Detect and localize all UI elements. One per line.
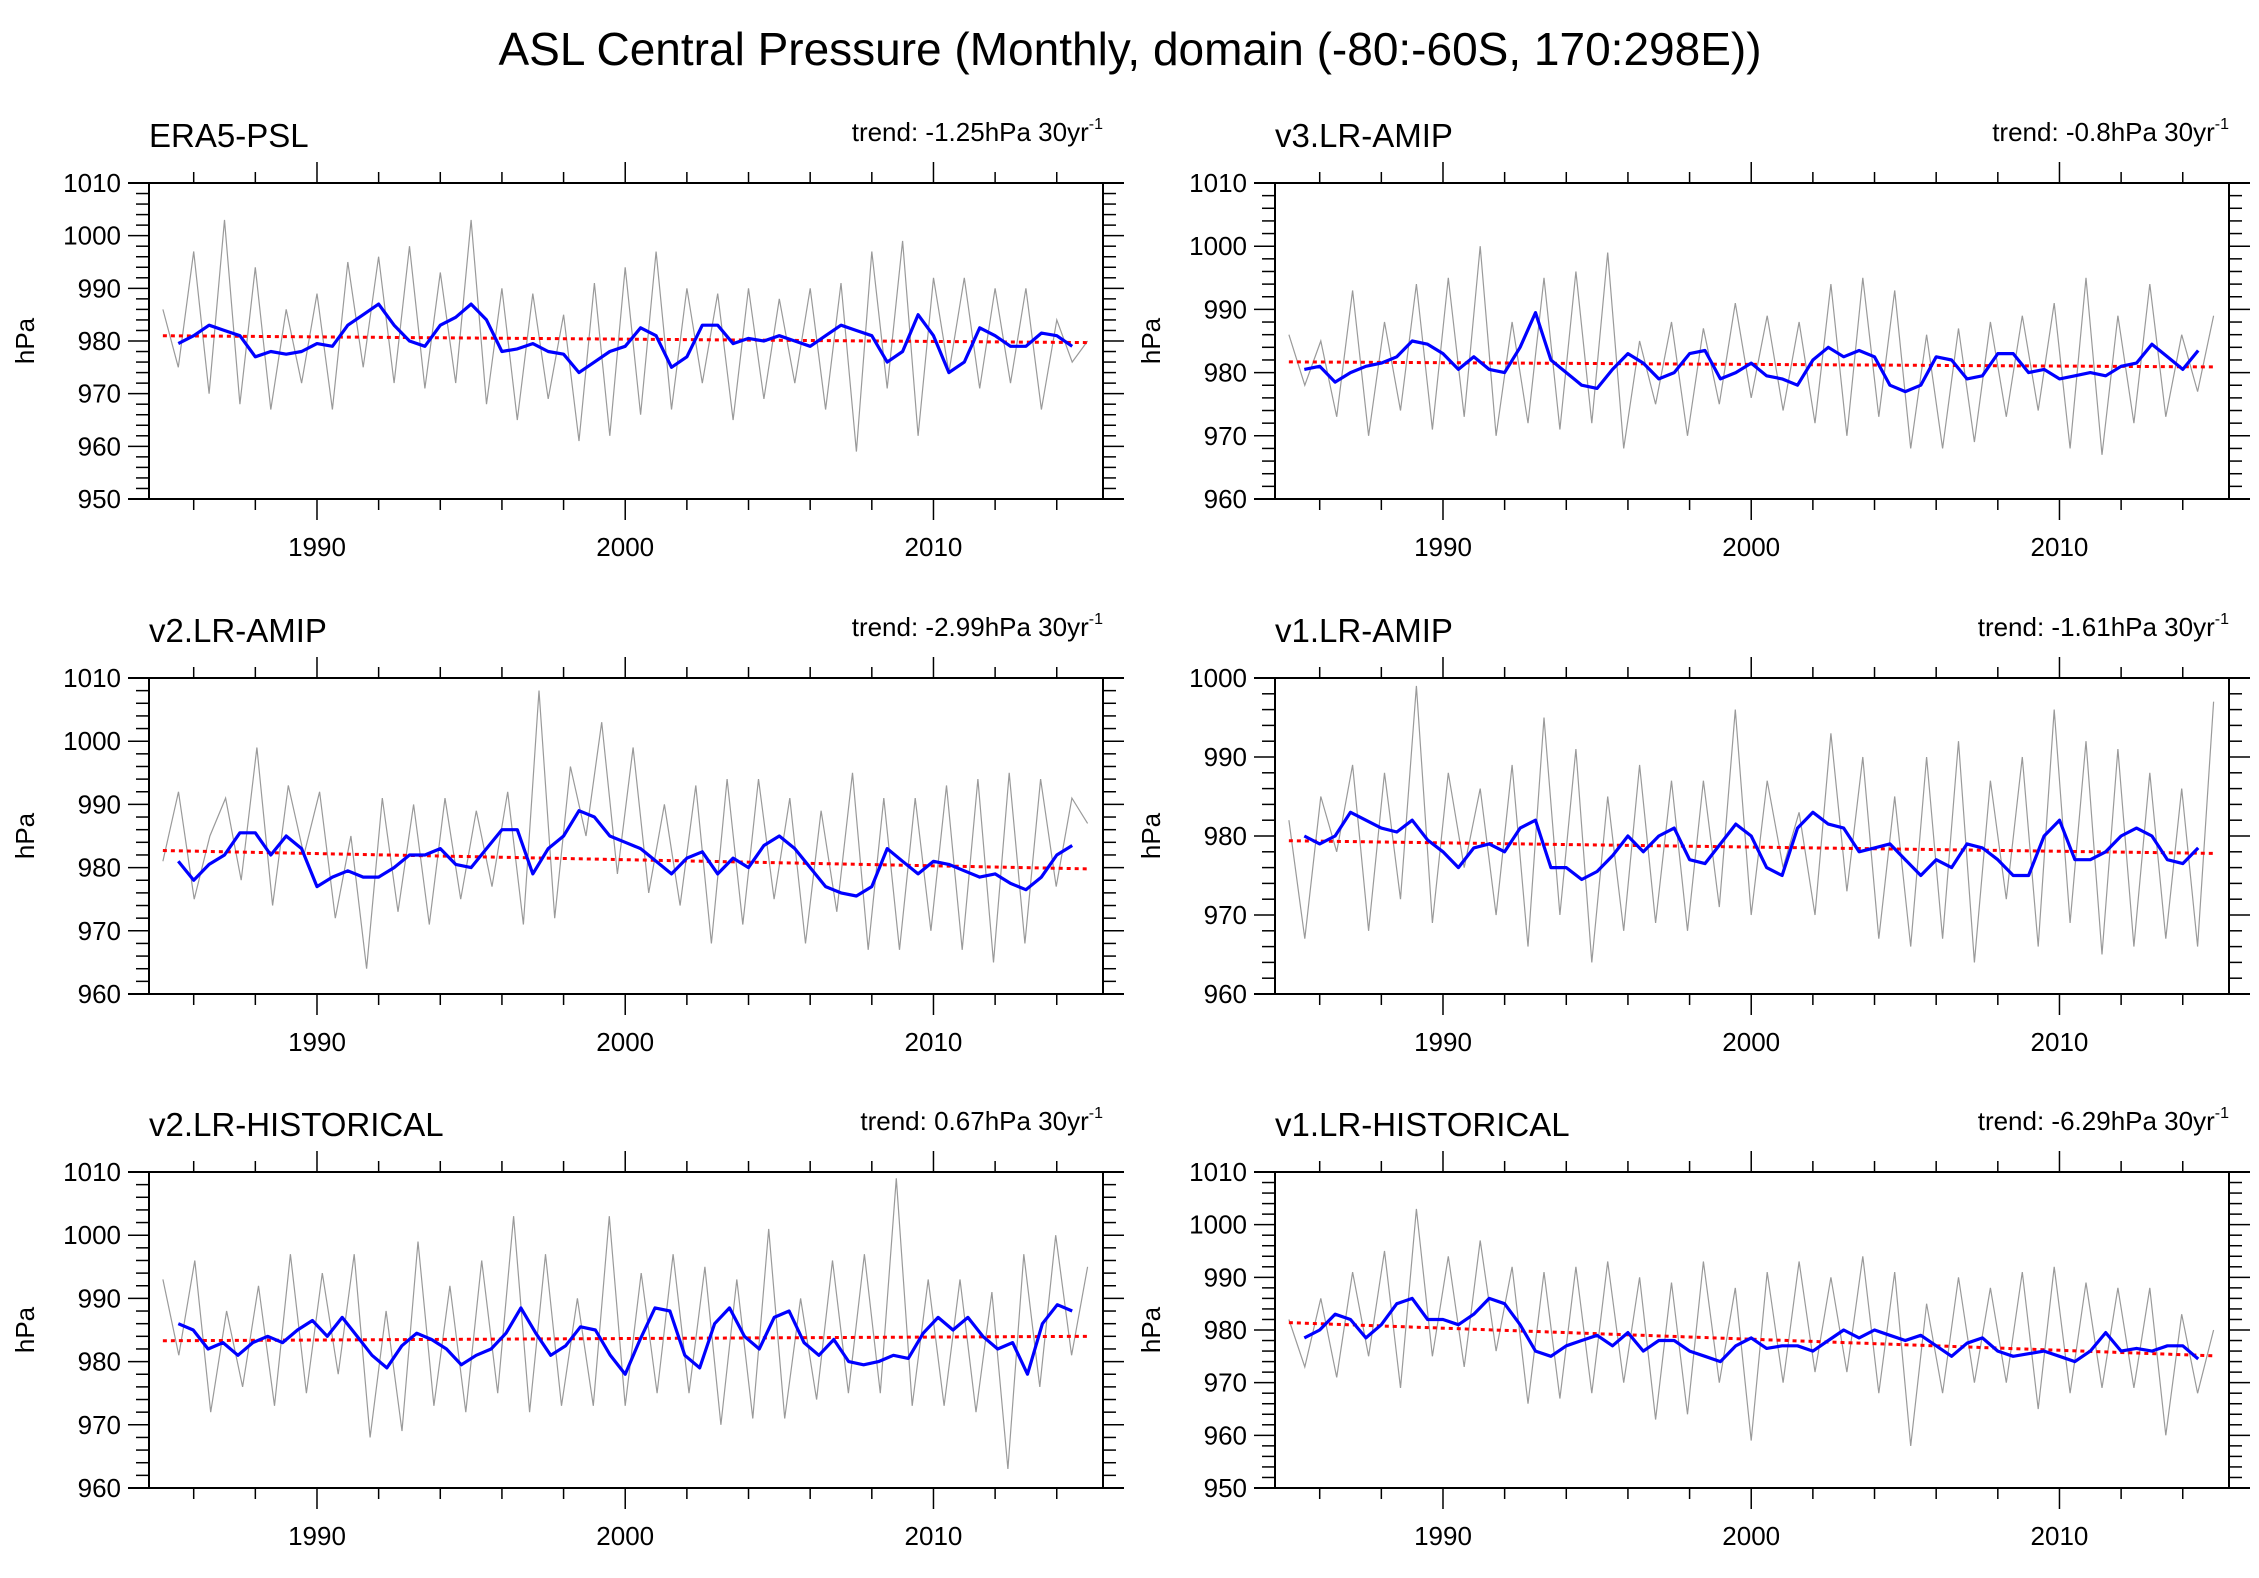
trend-label: trend: -2.99hPa 30yr-1	[852, 611, 1103, 642]
trend-label: trend: -1.25hPa 30yr-1	[852, 116, 1103, 147]
y-tick-label: 990	[1204, 1262, 1247, 1292]
trend-line	[1288, 1321, 2214, 1358]
smoothed-series	[177, 1303, 1073, 1376]
smoothed-series	[1303, 311, 2200, 394]
y-tick-label: 990	[1204, 742, 1247, 772]
trend-label: trend: -0.8hPa 30yr-1	[1992, 116, 2229, 147]
y-tick-label: 990	[78, 1283, 121, 1313]
y-tick-label: 1010	[1189, 168, 1247, 198]
y-tick-label: 970	[1204, 900, 1247, 930]
x-tick-label: 1990	[288, 532, 346, 562]
trend-line	[162, 849, 1088, 871]
y-tick-label: 1000	[1189, 231, 1247, 261]
trend-line	[162, 334, 1088, 345]
x-tick-label: 2000	[1722, 1521, 1780, 1551]
y-tick-label: 1010	[63, 168, 121, 198]
x-tick-label: 1990	[288, 1027, 346, 1057]
y-tick-label: 960	[78, 1473, 121, 1503]
y-tick-label: 970	[78, 1410, 121, 1440]
y-tick-label: 980	[1204, 1315, 1247, 1345]
x-tick-label: 2010	[905, 532, 963, 562]
y-tick-label: 980	[78, 853, 121, 883]
raw-monthly-series	[1288, 1208, 2215, 1446]
y-tick-label: 970	[78, 379, 121, 409]
y-axis-label: hPa	[10, 317, 40, 364]
raw-monthly-series	[162, 690, 1089, 969]
y-axis-label: hPa	[1136, 317, 1166, 364]
trend-label: trend: 0.67hPa 30yr-1	[860, 1105, 1103, 1136]
panel-title: ERA5-PSL	[149, 117, 309, 154]
y-axis-label: hPa	[1136, 812, 1166, 859]
x-tick-label: 2000	[596, 1521, 654, 1551]
raw-monthly-series	[162, 219, 1089, 452]
y-tick-label: 1000	[1189, 1210, 1247, 1240]
smoothed-series	[1303, 1296, 2200, 1364]
y-tick-label: 970	[1204, 1368, 1247, 1398]
x-tick-label: 2010	[2031, 532, 2089, 562]
x-tick-label: 2010	[2031, 1027, 2089, 1057]
x-tick-label: 1990	[1414, 532, 1472, 562]
trend-label: trend: -1.61hPa 30yr-1	[1978, 611, 2229, 642]
trend-label: trend: -6.29hPa 30yr-1	[1978, 1105, 2229, 1136]
y-tick-label: 950	[1204, 1473, 1247, 1503]
x-tick-label: 2010	[905, 1027, 963, 1057]
smoothed-series	[1303, 810, 2200, 882]
smoothed-series	[177, 302, 1074, 375]
y-tick-label: 1000	[63, 726, 121, 756]
x-tick-label: 1990	[1414, 1027, 1472, 1057]
y-tick-label: 980	[1204, 821, 1247, 851]
panel-title: v2.LR-HISTORICAL	[149, 1106, 444, 1143]
x-tick-label: 2000	[1722, 532, 1780, 562]
y-tick-label: 980	[78, 1347, 121, 1377]
x-tick-label: 2000	[596, 1027, 654, 1057]
x-tick-label: 2000	[596, 532, 654, 562]
y-tick-label: 950	[78, 484, 121, 514]
y-tick-label: 1000	[1189, 663, 1247, 693]
x-tick-label: 2010	[905, 1521, 963, 1551]
panel-v1-lr-historical: v1.LR-HISTORICAL trend: -6.29hPa 30yr-1 hP…	[1136, 1105, 2250, 1551]
y-tick-label: 990	[1204, 294, 1247, 324]
raw-monthly-series	[1288, 246, 2215, 455]
panel-title: v1.LR-AMIP	[1275, 612, 1453, 649]
panel-title: v2.LR-AMIP	[149, 612, 327, 649]
panel-v2-lr-historical: v2.LR-HISTORICAL trend: 0.67hPa 30yr-1 hPa…	[10, 1105, 1124, 1551]
y-tick-label: 970	[78, 916, 121, 946]
y-tick-label: 960	[1204, 484, 1247, 514]
panel-v3-lr-amip: v3.LR-AMIP trend: -0.8hPa 30yr-1 hPa 960 970…	[1136, 116, 2250, 562]
panel-v2-lr-amip: v2.LR-AMIP trend: -2.99hPa 30yr-1 hPa 960 97…	[10, 611, 1124, 1057]
y-axis-label: hPa	[10, 1306, 40, 1353]
y-tick-label: 980	[78, 326, 121, 356]
y-tick-label: 1010	[1189, 1157, 1247, 1187]
y-axis-label: hPa	[10, 812, 40, 859]
y-tick-label: 980	[1204, 358, 1247, 388]
smoothed-series	[177, 809, 1074, 898]
y-tick-label: 970	[1204, 421, 1247, 451]
panel-title: v3.LR-AMIP	[1275, 117, 1453, 154]
x-tick-label: 1990	[1414, 1521, 1472, 1551]
x-tick-label: 1990	[288, 1521, 346, 1551]
x-tick-label: 2010	[2031, 1521, 2089, 1551]
y-tick-label: 1010	[63, 1157, 121, 1187]
y-tick-label: 1000	[63, 1220, 121, 1250]
panel-era5-psl: ERA5-PSL trend: -1.25hPa 30yr-1 hPa 950 960 9…	[10, 116, 1124, 562]
y-tick-label: 990	[78, 789, 121, 819]
panel-v1-lr-amip: v1.LR-AMIP trend: -1.61hPa 30yr-1 hPa 960 97…	[1136, 611, 2250, 1057]
y-tick-label: 1010	[63, 663, 121, 693]
y-tick-label: 1000	[63, 221, 121, 251]
y-tick-label: 990	[78, 273, 121, 303]
y-tick-label: 960	[1204, 1420, 1247, 1450]
trend-line	[1288, 839, 2214, 855]
y-tick-label: 960	[1204, 979, 1247, 1009]
raw-monthly-series	[1288, 685, 2215, 963]
x-tick-label: 2000	[1722, 1027, 1780, 1057]
y-axis-label: hPa	[1136, 1306, 1166, 1353]
y-tick-label: 960	[78, 979, 121, 1009]
raw-monthly-series	[162, 1178, 1089, 1470]
trend-line	[1288, 360, 2214, 369]
trend-line	[162, 1334, 1088, 1343]
panel-title: v1.LR-HISTORICAL	[1275, 1106, 1570, 1143]
y-tick-label: 960	[78, 431, 121, 461]
figure-title: ASL Central Pressure (Monthly, domain (-…	[498, 23, 1761, 75]
